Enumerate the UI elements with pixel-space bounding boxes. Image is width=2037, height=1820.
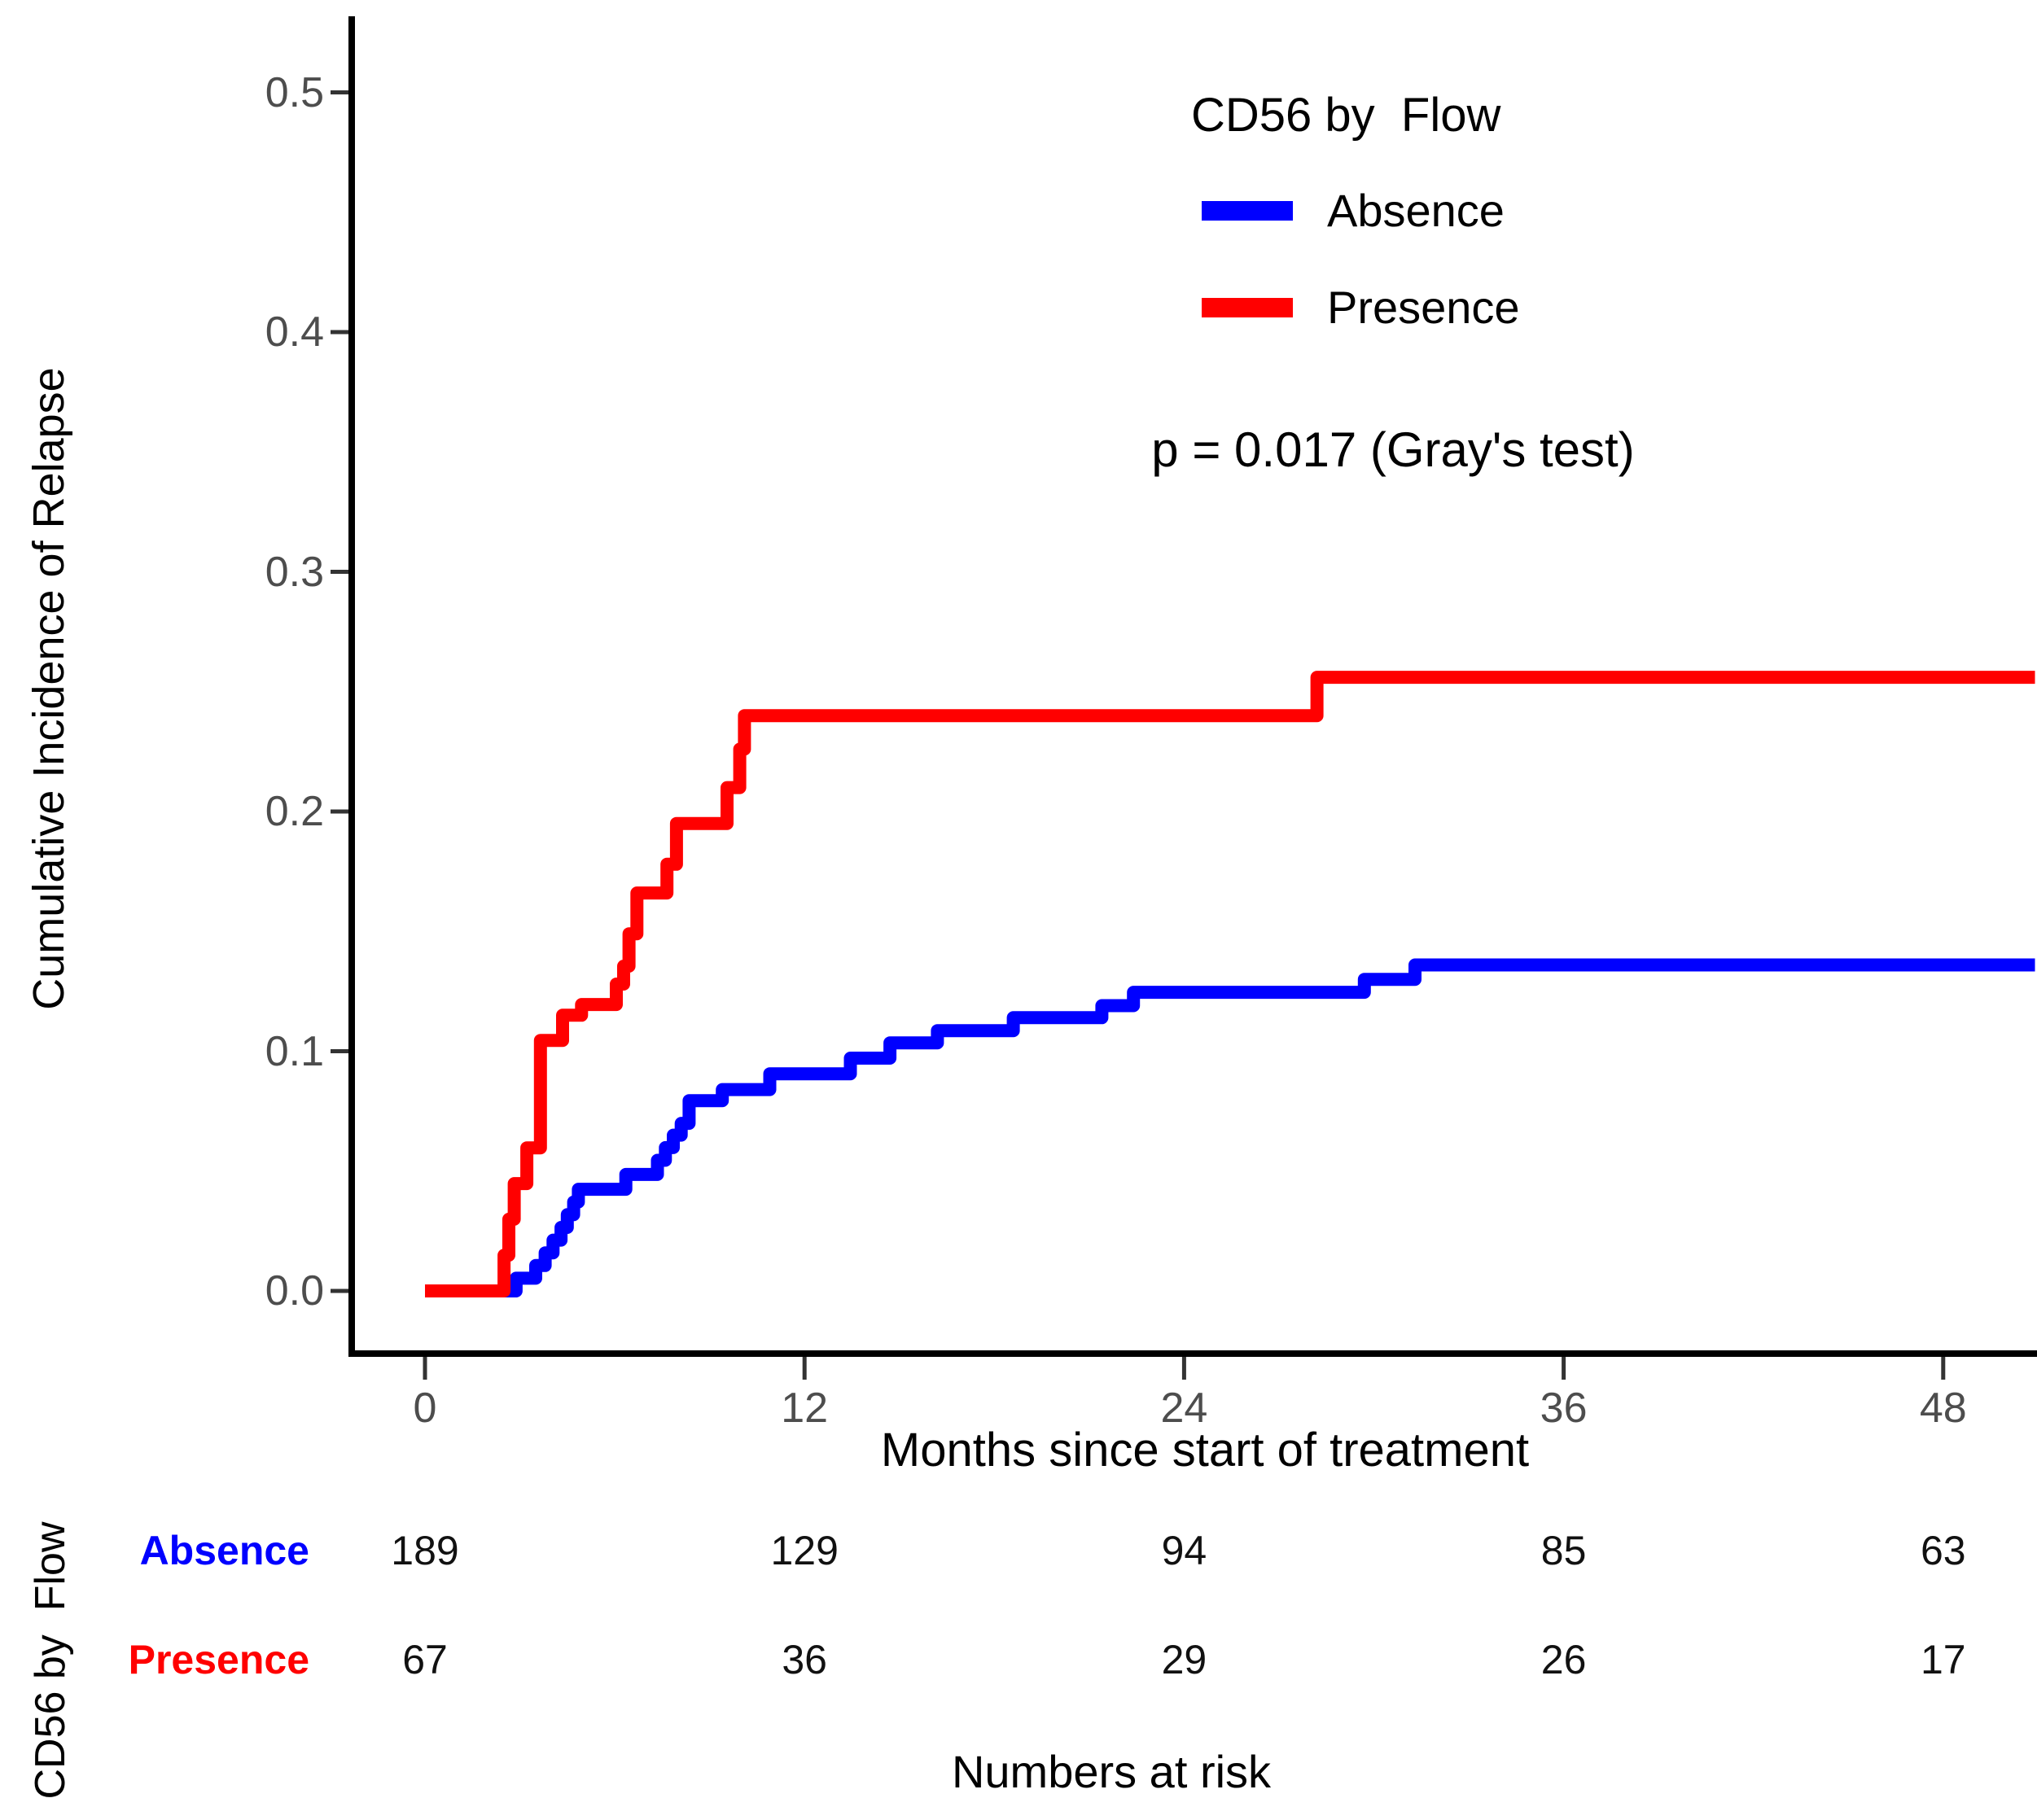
x-tick-label: 48 bbox=[1919, 1385, 1967, 1432]
risk-count: 94 bbox=[1161, 1528, 1207, 1573]
risk-count: 36 bbox=[782, 1637, 827, 1682]
curve-absence bbox=[425, 958, 2035, 1297]
y-axis-title: Cumulative Incidence of Relapse bbox=[24, 367, 73, 1010]
x-tick-label: 36 bbox=[1540, 1385, 1588, 1432]
risk-table-caption: Numbers at risk bbox=[951, 1746, 1272, 1797]
risk-count: 17 bbox=[1920, 1637, 1966, 1682]
x-tick-label: 12 bbox=[781, 1385, 829, 1432]
legend-label-absence: Absence bbox=[1327, 185, 1505, 236]
legend-swatch-absence bbox=[1202, 201, 1293, 221]
risk-row-label-absence: Absence bbox=[139, 1528, 309, 1573]
p-value-annotation: p = 0.017 (Gray's test) bbox=[1151, 422, 1635, 477]
risk-count: 67 bbox=[402, 1637, 448, 1682]
risk-count: 129 bbox=[770, 1528, 839, 1573]
axis-spines bbox=[348, 16, 2037, 1357]
x-axis-title: Months since start of treatment bbox=[880, 1424, 1530, 1477]
y-tick-label: 0.5 bbox=[265, 68, 324, 116]
y-tick-label: 0.3 bbox=[265, 548, 324, 596]
risk-count: 189 bbox=[391, 1528, 459, 1573]
legend-title: CD56 by Flow bbox=[1191, 89, 1501, 142]
y-tick-label: 0.1 bbox=[265, 1027, 324, 1075]
x-tick-label: 0 bbox=[413, 1385, 437, 1432]
risk-count: 29 bbox=[1161, 1637, 1207, 1682]
incidence-curves bbox=[425, 671, 2035, 1297]
curve-presence bbox=[425, 671, 2035, 1297]
risk-table-side-label: CD56 by Flow bbox=[27, 1521, 74, 1800]
risk-row-label-presence: Presence bbox=[128, 1637, 309, 1682]
legend-swatch-presence bbox=[1202, 298, 1293, 317]
y-tick-label: 0.2 bbox=[265, 788, 324, 835]
axis-tick-marks bbox=[331, 90, 1946, 1380]
risk-count: 63 bbox=[1920, 1528, 1966, 1573]
y-tick-label: 0.4 bbox=[265, 308, 324, 356]
x-tick-label: 24 bbox=[1160, 1385, 1208, 1432]
y-tick-label: 0.0 bbox=[265, 1267, 324, 1315]
legend-label-presence: Presence bbox=[1327, 282, 1520, 333]
risk-count: 26 bbox=[1540, 1637, 1587, 1682]
risk-count: 85 bbox=[1540, 1528, 1587, 1573]
